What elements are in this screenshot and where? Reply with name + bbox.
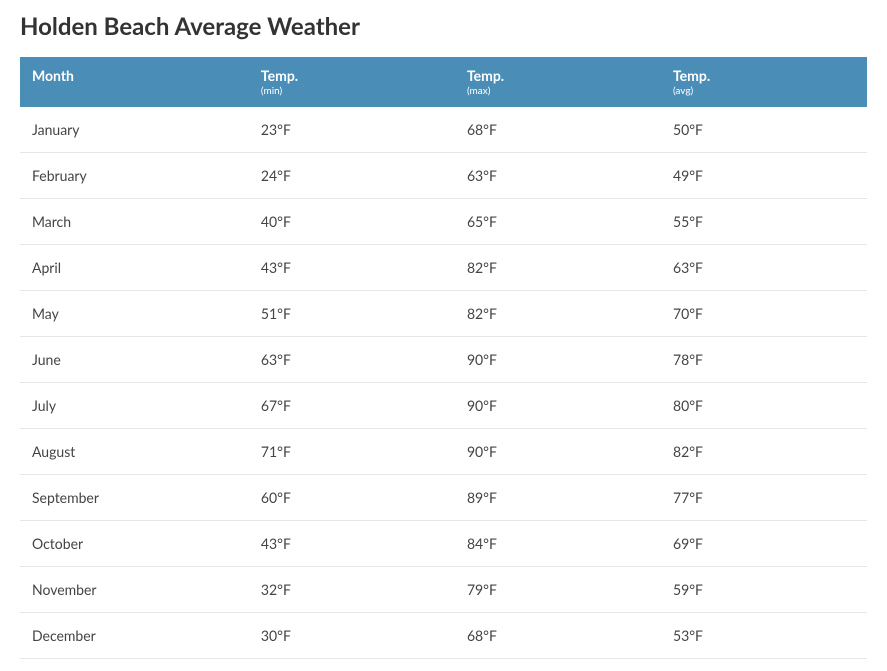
cell-temp-min: 71°F (249, 429, 455, 475)
weather-table: Month Temp. (min) Temp. (max) Temp. (avg… (20, 57, 867, 659)
cell-temp-min: 67°F (249, 383, 455, 429)
col-header-month: Month (20, 57, 249, 107)
cell-temp-avg: 55°F (661, 199, 867, 245)
col-header-label: Month (32, 67, 74, 84)
cell-temp-avg: 78°F (661, 337, 867, 383)
cell-temp-avg: 69°F (661, 521, 867, 567)
table-row: February24°F63°F49°F (20, 153, 867, 199)
cell-temp-max: 63°F (455, 153, 661, 199)
cell-temp-max: 79°F (455, 567, 661, 613)
cell-month: March (20, 199, 249, 245)
cell-temp-max: 84°F (455, 521, 661, 567)
table-row: July67°F90°F80°F (20, 383, 867, 429)
col-header-label: Temp. (467, 67, 504, 84)
table-row: December30°F68°F53°F (20, 613, 867, 659)
cell-temp-max: 90°F (455, 337, 661, 383)
cell-temp-max: 68°F (455, 613, 661, 659)
table-header: Month Temp. (min) Temp. (max) Temp. (avg… (20, 57, 867, 107)
table-row: April43°F82°F63°F (20, 245, 867, 291)
cell-temp-min: 32°F (249, 567, 455, 613)
cell-temp-avg: 53°F (661, 613, 867, 659)
cell-temp-max: 90°F (455, 383, 661, 429)
cell-month: July (20, 383, 249, 429)
cell-temp-min: 40°F (249, 199, 455, 245)
table-row: January23°F68°F50°F (20, 107, 867, 153)
cell-temp-avg: 80°F (661, 383, 867, 429)
col-header-sub: (avg) (673, 85, 855, 97)
cell-month: December (20, 613, 249, 659)
cell-month: April (20, 245, 249, 291)
cell-temp-min: 43°F (249, 245, 455, 291)
cell-temp-avg: 49°F (661, 153, 867, 199)
table-row: September60°F89°F77°F (20, 475, 867, 521)
cell-temp-avg: 70°F (661, 291, 867, 337)
cell-month: January (20, 107, 249, 153)
cell-temp-avg: 59°F (661, 567, 867, 613)
table-body: January23°F68°F50°FFebruary24°F63°F49°FM… (20, 107, 867, 659)
cell-temp-min: 24°F (249, 153, 455, 199)
col-header-temp-min: Temp. (min) (249, 57, 455, 107)
cell-temp-max: 82°F (455, 291, 661, 337)
cell-month: November (20, 567, 249, 613)
cell-temp-min: 60°F (249, 475, 455, 521)
col-header-temp-avg: Temp. (avg) (661, 57, 867, 107)
cell-temp-avg: 63°F (661, 245, 867, 291)
col-header-sub: (max) (467, 85, 649, 97)
cell-month: May (20, 291, 249, 337)
cell-temp-max: 90°F (455, 429, 661, 475)
cell-temp-avg: 50°F (661, 107, 867, 153)
cell-temp-min: 30°F (249, 613, 455, 659)
table-row: November32°F79°F59°F (20, 567, 867, 613)
cell-temp-avg: 82°F (661, 429, 867, 475)
cell-temp-max: 68°F (455, 107, 661, 153)
cell-temp-min: 43°F (249, 521, 455, 567)
col-header-label: Temp. (673, 67, 710, 84)
table-row: May51°F82°F70°F (20, 291, 867, 337)
col-header-sub: (min) (261, 85, 443, 97)
cell-temp-min: 23°F (249, 107, 455, 153)
cell-temp-avg: 77°F (661, 475, 867, 521)
table-row: June63°F90°F78°F (20, 337, 867, 383)
col-header-temp-max: Temp. (max) (455, 57, 661, 107)
table-row: March40°F65°F55°F (20, 199, 867, 245)
table-row: October43°F84°F69°F (20, 521, 867, 567)
cell-temp-min: 51°F (249, 291, 455, 337)
cell-temp-min: 63°F (249, 337, 455, 383)
cell-month: February (20, 153, 249, 199)
cell-month: June (20, 337, 249, 383)
cell-month: October (20, 521, 249, 567)
page-title: Holden Beach Average Weather (20, 12, 867, 41)
col-header-label: Temp. (261, 67, 298, 84)
cell-temp-max: 82°F (455, 245, 661, 291)
table-row: August71°F90°F82°F (20, 429, 867, 475)
cell-temp-max: 65°F (455, 199, 661, 245)
cell-month: August (20, 429, 249, 475)
cell-month: September (20, 475, 249, 521)
cell-temp-max: 89°F (455, 475, 661, 521)
